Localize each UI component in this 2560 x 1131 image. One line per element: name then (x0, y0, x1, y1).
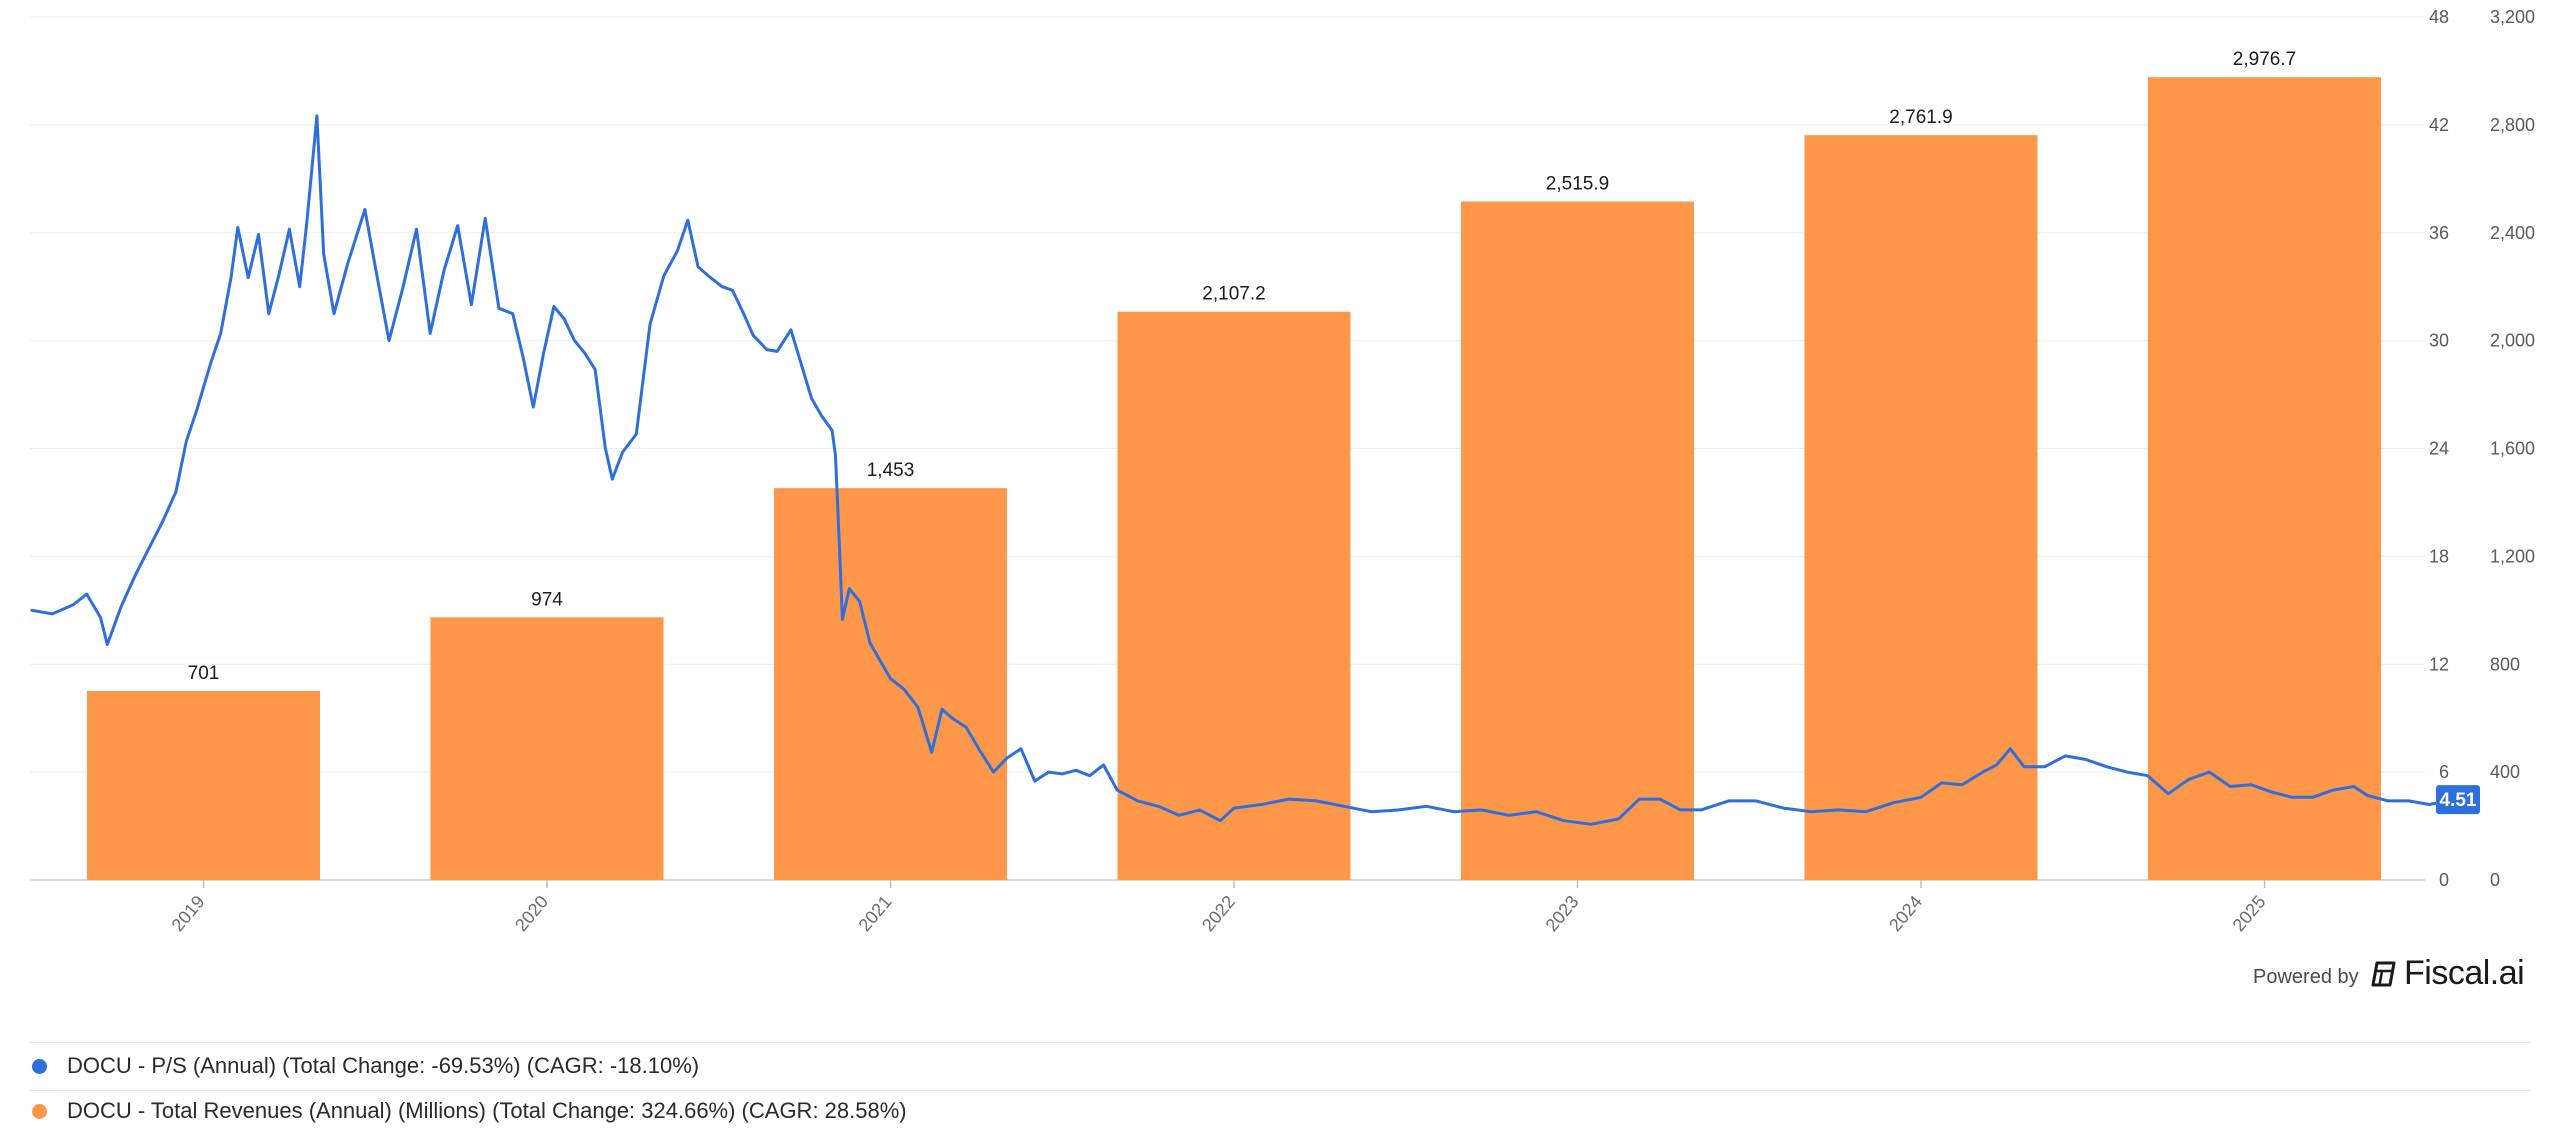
revenue-bar-2023 (1461, 201, 1694, 880)
x-tick-label-2025: 2025 (2229, 892, 2270, 936)
y-left-tick-label: 18 (2429, 546, 2449, 566)
bar-value-label-2024: 2,761.9 (1889, 107, 1952, 128)
revenue-bar-2020 (430, 617, 664, 880)
x-axis: 2019 2020 2021 2022 2023 2024 2025 (168, 880, 2270, 935)
last-value-badge: 4.51 (2436, 785, 2480, 815)
revenue-bars (87, 77, 2381, 881)
bar-value-labels: 701 974 1,453 2,107.2 2,515.9 2,761.9 2,976.7 (188, 49, 2297, 684)
bar-value-label-2022: 2,107.2 (1202, 284, 1265, 305)
legend-label-ps: DOCU - P/S (Annual) (Total Change: -69.5… (67, 1053, 700, 1078)
y-right-tick-label: 3,200 (2490, 7, 2535, 27)
x-tick-label-2019: 2019 (168, 892, 209, 936)
fiscal-ai-logo-icon (2371, 961, 2396, 986)
revenue-bar-2022 (1117, 311, 1351, 881)
y-axes: 0 6 12 18 24 30 36 42 48 0 400 800 1,200 1,600 2,000 2,… (2429, 7, 2535, 890)
y-right-tick-label: 1,200 (2490, 546, 2535, 566)
last-value-badge-text: 4.51 (2440, 790, 2477, 811)
brand-logo[interactable]: Fiscal.ai (2368, 954, 2525, 993)
x-tick-label-2021: 2021 (855, 892, 896, 936)
bar-value-label-2025: 2,976.7 (2233, 49, 2296, 70)
y-left-tick-label: 42 (2429, 115, 2449, 135)
x-tick-label-2024: 2024 (1885, 892, 1926, 936)
y-right-tick-label: 1,600 (2490, 439, 2535, 459)
x-tick-label-2022: 2022 (1198, 892, 1239, 936)
ps-line (30, 114, 2466, 826)
bar-value-label-2020: 974 (531, 589, 563, 610)
legend-label-revenue: DOCU - Total Revenues (Annual) (Millions… (67, 1098, 907, 1123)
revenue-bar-2025 (2148, 77, 2381, 881)
revenue-bar-2024 (1804, 135, 2038, 881)
y-left-tick-label: 6 (2439, 762, 2449, 782)
y-left-tick-label: 24 (2429, 439, 2449, 459)
y-right-tick-label: 0 (2490, 870, 2500, 890)
bar-value-label-2023: 2,515.9 (1546, 173, 1609, 194)
last-value-badge-bg (2436, 785, 2480, 815)
y-right-tick-label: 800 (2490, 654, 2520, 674)
revenue-bar-2019 (87, 690, 320, 880)
y-left-tick-label: 36 (2429, 223, 2449, 243)
y-right-tick-label: 2,800 (2490, 115, 2535, 135)
x-tick-label-2020: 2020 (511, 892, 552, 936)
y-left-tick-label: 48 (2429, 7, 2449, 27)
bar-value-label-2019: 701 (188, 663, 220, 684)
y-left-tick-label: 12 (2429, 654, 2449, 674)
brand-name: Fiscal.ai (2404, 954, 2525, 992)
revenue-bar-2021 (774, 488, 1007, 880)
legend-dot-revenue (32, 1103, 47, 1119)
x-tick-label-2023: 2023 (1542, 892, 1583, 936)
powered-by-text: Powered by (2253, 966, 2359, 988)
y-right-tick-label: 400 (2490, 762, 2520, 782)
bar-value-label-2021: 1,453 (867, 460, 915, 481)
y-right-tick-label: 2,400 (2490, 223, 2535, 243)
legend-item-revenue[interactable]: DOCU - Total Revenues (Annual) (Millions… (30, 1090, 2530, 1131)
ps-line-layer (30, 114, 2466, 826)
legend-dot-ps (32, 1058, 47, 1074)
y-left-tick-label: 30 (2429, 331, 2449, 351)
y-right-tick-label: 2,000 (2490, 331, 2535, 351)
y-left-tick-label: 0 (2439, 870, 2449, 890)
legend-item-ps[interactable]: DOCU - P/S (Annual) (Total Change: -69.5… (30, 1042, 2530, 1089)
